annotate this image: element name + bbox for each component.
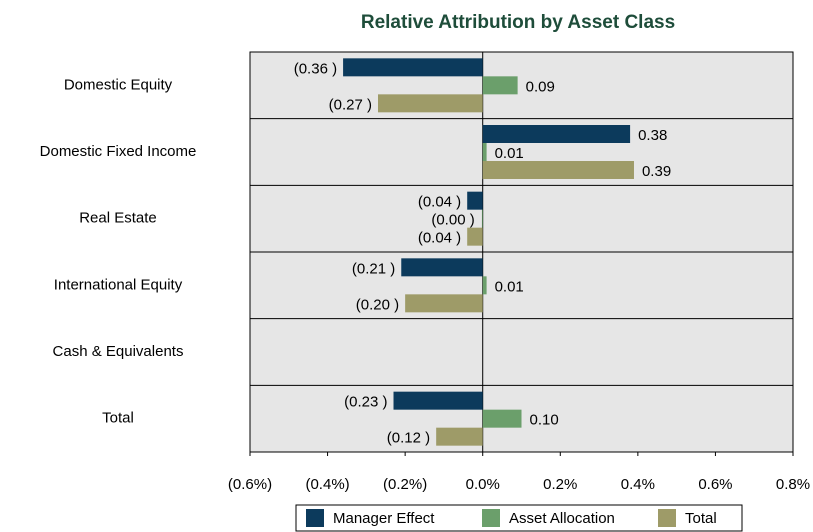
value-label: (0.12 ) <box>387 430 430 447</box>
bar <box>482 161 634 179</box>
bar <box>482 76 518 95</box>
value-label: (0.00 ) <box>431 212 474 229</box>
legend-label: Manager Effect <box>333 510 435 527</box>
bar <box>401 258 483 277</box>
x-tick-label: (0.2%) <box>383 476 427 493</box>
legend-swatch <box>482 509 500 527</box>
x-tick-label: 0.2% <box>543 476 577 493</box>
x-tick-label: 0.4% <box>621 476 655 493</box>
chart-title: Relative Attribution by Asset Class <box>361 12 675 33</box>
x-tick-label: (0.4%) <box>305 476 349 493</box>
category-label: Total <box>102 410 134 427</box>
value-label: (0.21 ) <box>352 260 395 277</box>
x-tick-label: (0.6%) <box>228 476 272 493</box>
legend-swatch <box>658 509 676 527</box>
value-label: (0.04 ) <box>418 230 461 247</box>
bar <box>405 294 483 313</box>
category-label: Domestic Equity <box>64 76 173 93</box>
category-label: Real Estate <box>79 210 157 227</box>
bar <box>482 125 631 143</box>
x-tick-label: 0.8% <box>776 476 810 493</box>
value-label: (0.20 ) <box>356 296 399 313</box>
value-label: (0.04 ) <box>418 194 461 211</box>
value-label: (0.23 ) <box>344 394 387 411</box>
x-tick-label: 0.0% <box>466 476 500 493</box>
value-label: 0.01 <box>495 278 524 295</box>
legend-label: Total <box>685 510 717 527</box>
bar <box>481 209 483 228</box>
category-label: International Equity <box>54 276 183 293</box>
x-tick-label: 0.6% <box>698 476 732 493</box>
value-label: 0.38 <box>638 127 667 144</box>
value-label: (0.27 ) <box>329 96 372 113</box>
bar <box>482 276 487 295</box>
category-label: Domestic Fixed Income <box>40 143 197 160</box>
bar <box>482 409 522 428</box>
value-label: 0.10 <box>530 412 559 429</box>
value-label: 0.01 <box>495 145 524 162</box>
bar <box>436 427 483 446</box>
legend-label: Asset Allocation <box>509 510 615 527</box>
category-label: Cash & Equivalents <box>53 343 184 360</box>
value-label: 0.09 <box>526 78 555 95</box>
bar <box>482 143 487 161</box>
value-label: (0.36 ) <box>294 60 337 77</box>
bar <box>377 94 483 113</box>
bar <box>393 391 483 410</box>
bar <box>467 191 483 210</box>
bar <box>467 227 483 246</box>
bar <box>343 58 483 77</box>
value-label: 0.39 <box>642 163 671 180</box>
legend-swatch <box>306 509 324 527</box>
